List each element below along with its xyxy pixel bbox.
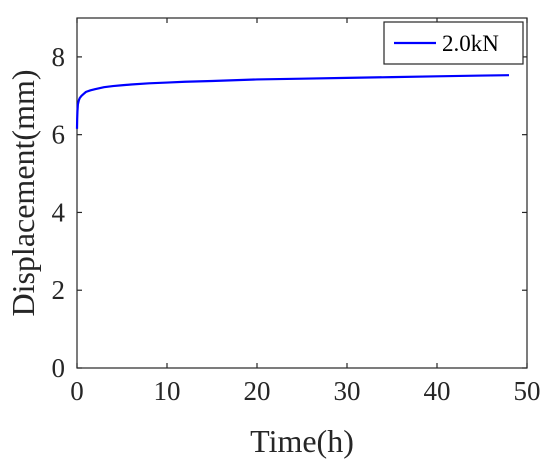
x-tick-label-10: 10 <box>154 376 181 406</box>
x-tick-label-0: 0 <box>70 376 84 406</box>
y-tick-label-4: 4 <box>52 197 66 227</box>
x-axis-title: Time(h) <box>250 423 354 459</box>
y-tick-label-8: 8 <box>52 42 66 72</box>
x-tick-label-30: 30 <box>334 376 361 406</box>
plot-area <box>75 17 528 369</box>
y-tick-label-6: 6 <box>52 120 66 150</box>
y-tick-label-2: 2 <box>52 275 66 305</box>
y-tick-label-0: 0 <box>52 353 66 383</box>
legend-label-2-0kn: 2.0kN <box>442 31 499 56</box>
y-axis-title: Displacement(mm) <box>5 69 41 316</box>
x-tick-label-20: 20 <box>244 376 271 406</box>
series-line-2-0kn <box>75 74 510 129</box>
x-tick-label-40: 40 <box>424 376 451 406</box>
axes-frame <box>76 17 528 369</box>
tick-labels: 0 10 20 30 40 50 0 2 4 6 8 <box>52 42 541 406</box>
legend: 2.0kN <box>383 21 524 65</box>
tick-marks <box>76 18 528 369</box>
x-tick-label-50: 50 <box>514 376 541 406</box>
